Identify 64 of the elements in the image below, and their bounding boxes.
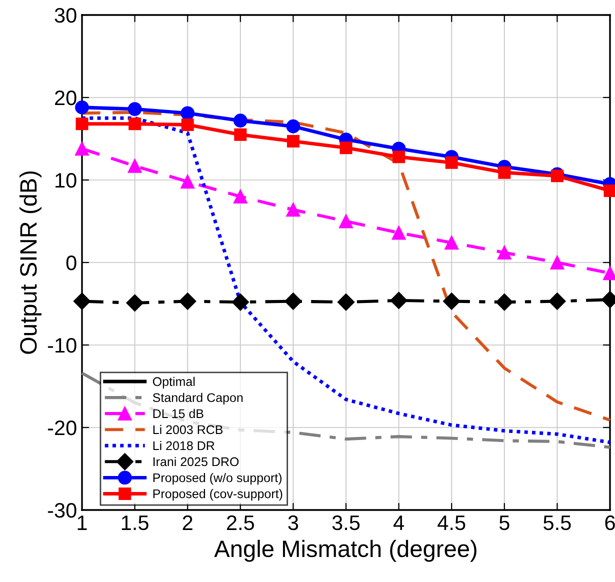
y-tick-label: 0 xyxy=(66,256,76,270)
y-tick-label: 20 xyxy=(55,90,76,106)
legend-label: Irani 2025 DRO xyxy=(154,456,239,466)
point xyxy=(180,106,195,120)
point xyxy=(286,202,300,217)
x-tick-label: 1.5 xyxy=(122,516,148,530)
point xyxy=(550,256,564,270)
point xyxy=(128,159,142,173)
point xyxy=(443,292,460,310)
legend-label: Proposed (w/o support) xyxy=(153,472,282,485)
legend-label: Optimal xyxy=(152,376,195,388)
point xyxy=(233,190,248,204)
x-tick-label: 5 xyxy=(499,516,510,530)
x-tick-label: 5.5 xyxy=(544,516,571,530)
point xyxy=(234,128,247,141)
x-tick-label: 6 xyxy=(605,515,615,530)
x-axis-title: Angle Mismatch (degree) xyxy=(214,540,476,562)
point xyxy=(128,118,142,130)
point xyxy=(232,294,249,311)
point xyxy=(497,246,512,260)
point xyxy=(550,170,564,182)
point xyxy=(445,156,458,169)
point xyxy=(76,118,88,130)
point xyxy=(128,102,142,116)
point xyxy=(180,174,195,189)
x-tick-label: 4 xyxy=(393,516,404,530)
point xyxy=(284,292,302,310)
y-tick-label: -10 xyxy=(48,338,76,353)
point xyxy=(233,114,248,128)
point xyxy=(75,100,89,114)
y-tick-label: 30 xyxy=(54,8,76,23)
point xyxy=(548,292,566,310)
legend-label: DL 15 dB xyxy=(153,408,204,418)
point xyxy=(339,214,353,228)
y-tick-label: -20 xyxy=(48,420,76,436)
x-tick-label: 4.5 xyxy=(438,516,466,530)
legend-label: Li 2018 DR xyxy=(153,440,214,450)
point xyxy=(286,119,300,134)
point xyxy=(604,184,615,197)
legend-label: Standard Capon xyxy=(152,392,243,405)
point xyxy=(73,292,91,310)
x-tick-label: 2 xyxy=(182,515,192,530)
point xyxy=(126,294,144,312)
y-tick-label: 10 xyxy=(56,173,76,188)
y-tick-label: -30 xyxy=(48,503,76,518)
point xyxy=(340,142,352,154)
x-tick-label: 3.5 xyxy=(332,515,360,530)
point xyxy=(498,166,511,179)
legend-label: Li 2003 RCB xyxy=(153,424,223,434)
point xyxy=(392,150,406,164)
x-tick-label: 3 xyxy=(288,515,298,530)
point xyxy=(286,134,300,148)
point xyxy=(75,142,89,156)
point xyxy=(390,292,408,309)
legend-label: Proposed (cov-support) xyxy=(153,489,282,501)
point xyxy=(444,236,459,250)
point xyxy=(337,294,355,311)
point xyxy=(392,226,406,240)
point xyxy=(179,292,196,310)
y-axis-title: Output SINR (dB) xyxy=(19,171,42,354)
point xyxy=(496,294,513,311)
point xyxy=(181,118,194,131)
x-tick-label: 1 xyxy=(78,516,87,530)
x-tick-label: 2.5 xyxy=(226,515,254,530)
